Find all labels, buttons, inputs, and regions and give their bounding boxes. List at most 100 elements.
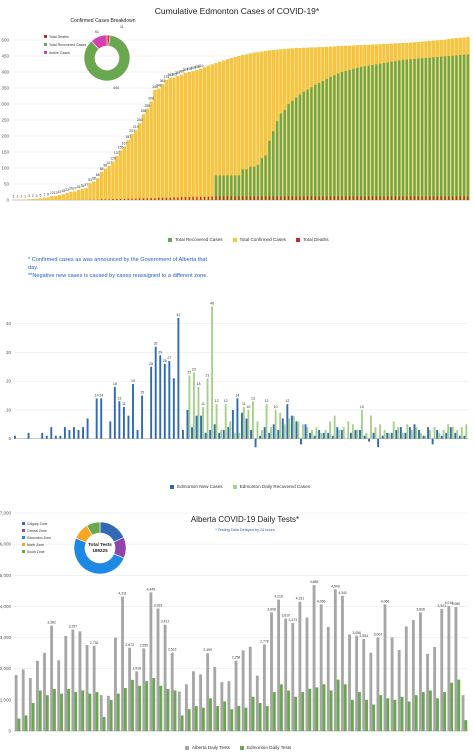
recovered-bar — [459, 55, 462, 200]
data-label: 2,513 — [168, 648, 177, 652]
chart3-legend: Alberta Daily Tests Edmonton Daily Tests — [185, 745, 291, 750]
recovered-bar — [413, 58, 416, 200]
recovered-bar — [260, 158, 264, 200]
recovered-bar — [363, 66, 367, 201]
confirmed-bar — [210, 64, 214, 200]
deaths-bar — [203, 196, 206, 200]
data-label: 7 — [43, 193, 45, 197]
recovered-bar — [324, 430, 327, 439]
edmonton-tests-bar — [230, 709, 234, 731]
edmonton-tests-bar — [407, 701, 411, 731]
data-label: 13 — [117, 396, 121, 400]
alberta-tests-bar — [255, 675, 259, 731]
data-label: 3 — [32, 194, 34, 198]
data-label: 58 — [92, 176, 96, 180]
recovered-bar — [336, 73, 340, 200]
data-label: 27 — [167, 356, 171, 360]
data-label: 240 — [137, 118, 143, 122]
alberta-tests-bar — [241, 650, 245, 731]
data-label: 348 — [156, 84, 162, 88]
edmonton-tests-bar — [216, 706, 220, 731]
recovered-bar — [406, 424, 409, 439]
legend-item-alberta-tests: Alberta Daily Tests — [185, 745, 230, 750]
new-cases-bar — [132, 384, 134, 439]
new-cases-bar — [231, 409, 234, 439]
recovered-bar — [329, 76, 332, 200]
deaths-bar — [425, 196, 427, 200]
deaths-bar — [455, 196, 458, 200]
confirmed-bar — [157, 88, 161, 200]
new-cases-bar — [336, 427, 339, 439]
recovered-bar — [311, 430, 313, 439]
recovered-bar — [317, 82, 321, 200]
deaths-bar — [440, 196, 442, 200]
recovered-bar — [224, 404, 227, 439]
new-cases-bar — [290, 415, 293, 439]
confirmed-bar — [195, 70, 199, 200]
alberta-tests-bar — [234, 660, 238, 731]
recovered-bar — [279, 412, 282, 439]
data-label: 410 — [198, 64, 204, 68]
alberta-tests-bar — [376, 637, 380, 731]
deaths-bar — [463, 196, 465, 200]
edmonton-tests-bar — [187, 709, 191, 731]
deaths-bar — [318, 196, 320, 200]
data-label: 31 — [77, 185, 81, 189]
alberta-tests-bar — [248, 646, 252, 731]
deaths-bar — [272, 196, 274, 200]
recovered-bar — [275, 121, 279, 200]
y-tick-label: 20 — [6, 379, 12, 384]
new-cases-bar — [63, 427, 66, 439]
new-cases-bar — [118, 401, 121, 439]
data-label: 219 — [133, 125, 139, 129]
edmonton-tests-bar — [265, 706, 269, 731]
new-cases-bar — [250, 430, 252, 439]
recovered-bar — [344, 71, 347, 200]
alberta-tests-bar — [64, 635, 68, 731]
edmonton-tests-bar — [280, 684, 283, 731]
edmonton-tests-bar — [287, 690, 290, 731]
edmonton-tests-bar — [301, 692, 305, 731]
deaths-bar — [352, 196, 355, 200]
recovered-bar — [351, 424, 354, 439]
edmonton-tests-bar — [95, 692, 99, 731]
zone-legend-label: Edmonton Zone — [27, 536, 51, 540]
edmonton-tests-bar — [464, 720, 468, 731]
data-label: 3,933 — [154, 604, 163, 608]
data-label: 383 — [171, 72, 177, 76]
data-label: 12 — [265, 399, 269, 403]
alberta-tests-bar — [426, 653, 429, 731]
deaths-bar — [436, 196, 439, 200]
chart3-title: Alberta COVID-19 Daily Tests* — [191, 515, 299, 524]
recovered-bar — [359, 66, 363, 200]
y-tick-label: 30 — [6, 350, 12, 355]
alberta-tests-bar — [298, 601, 302, 731]
confirmed-bar — [130, 133, 134, 200]
deaths-bar — [219, 196, 221, 200]
y-tick-label: 4,000 — [0, 604, 11, 609]
recovered-bar — [443, 56, 447, 200]
data-label: 1 — [13, 195, 15, 199]
confirmed-bar — [88, 183, 92, 200]
new-cases-bar — [427, 427, 430, 439]
alberta-tests-bar — [341, 595, 344, 731]
note-confirmed: * Confirmed cases as was announced by th… — [28, 257, 208, 271]
confirmed-bar — [244, 54, 249, 201]
deaths-bar — [234, 196, 236, 200]
zone-legend-label: Central Zone — [27, 529, 47, 533]
data-label: 3,921 — [438, 604, 447, 608]
deaths-bar — [188, 197, 190, 200]
new-cases-bar — [141, 395, 144, 439]
deaths-bar — [375, 196, 377, 200]
edmonton-tests-bar — [194, 706, 198, 731]
new-cases-bar — [381, 435, 384, 439]
edmonton-tests-bar — [116, 693, 120, 731]
edmonton-tests-bar — [88, 693, 92, 731]
new-cases-bar — [272, 424, 275, 439]
deaths-bar — [108, 199, 110, 200]
new-cases-bar — [154, 346, 157, 439]
deaths-bar — [337, 196, 339, 200]
alberta-tests-bar — [192, 671, 195, 731]
edmonton-tests-bar — [31, 702, 35, 731]
deaths-bar — [173, 197, 175, 200]
